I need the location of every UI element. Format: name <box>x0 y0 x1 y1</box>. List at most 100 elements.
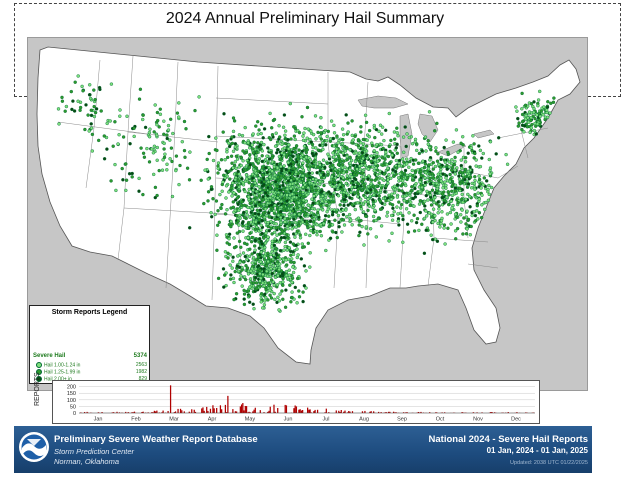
histogram-tick-label: 50 <box>70 404 76 410</box>
histogram-bar <box>235 411 238 413</box>
large-hail-marker-icon <box>36 376 42 382</box>
histogram-bar <box>339 411 341 413</box>
histogram-bar <box>240 404 243 413</box>
histogram-bar <box>380 412 382 413</box>
histogram-bar <box>243 410 245 413</box>
histogram-month-label: Aug <box>359 417 369 423</box>
histogram-bar <box>370 411 372 413</box>
histogram-bar <box>239 406 241 413</box>
histogram-bar <box>254 407 256 413</box>
histogram-month-label: Feb <box>131 417 140 423</box>
lake-ontario <box>473 129 495 139</box>
histogram-bar <box>156 410 158 413</box>
histogram-bar <box>125 411 127 413</box>
lake-superior <box>357 95 409 109</box>
histogram-bar <box>284 404 286 413</box>
histogram-month-label: Jul <box>322 417 329 423</box>
histogram-bar <box>378 411 380 413</box>
histogram-bar <box>259 410 261 413</box>
histogram-bar <box>86 411 88 413</box>
histogram-bar <box>252 411 254 413</box>
histogram-bar <box>324 412 326 413</box>
legend-row-label: Hail 1.25-1.99 in <box>44 369 81 376</box>
page-title: 2024 Annual Preliminary Hail Summary <box>165 10 445 27</box>
histogram-bar <box>193 409 195 413</box>
histogram-bar <box>162 410 164 413</box>
histogram-bar <box>267 411 269 413</box>
histogram-month-label: Dec <box>511 417 521 423</box>
histogram-bar <box>216 407 218 413</box>
histogram-bar <box>435 412 437 413</box>
histogram-bar <box>346 412 349 413</box>
histogram-bar <box>244 405 246 413</box>
histogram-ylabel: REPORTS <box>34 372 41 406</box>
histogram-bar <box>183 411 185 413</box>
histogram-bar <box>142 411 144 413</box>
histogram-bar <box>302 409 304 413</box>
histogram-tick-label: 150 <box>67 391 76 397</box>
histogram-month-label: Oct <box>436 417 445 423</box>
histogram-bar <box>232 409 234 413</box>
histogram-bar <box>293 408 295 413</box>
histogram-tick-label: 0 <box>73 411 76 417</box>
storm-reports-legend: Storm Reports Legend Severe Hail 5374 Ha… <box>29 305 150 384</box>
histogram-month-label: Jun <box>284 417 293 423</box>
histogram-bar <box>219 405 222 413</box>
histogram-bar <box>313 411 315 413</box>
histogram-bar <box>316 409 319 413</box>
histogram-bar <box>295 406 298 413</box>
histogram-bar <box>277 408 279 413</box>
histogram-bar <box>525 412 527 413</box>
legend-row-2: Hail 1.25-1.99 in 1982 <box>36 369 147 375</box>
medium-hail-marker-icon <box>36 369 42 375</box>
center-name: Storm Prediction Center <box>54 447 135 456</box>
histogram-bar <box>202 407 204 413</box>
histogram-bar <box>395 412 397 413</box>
lake-huron <box>417 113 439 143</box>
histogram-bar <box>369 411 371 413</box>
histogram-tick-label: 100 <box>67 398 76 404</box>
histogram-bar <box>212 405 214 413</box>
histogram-bar <box>127 412 129 413</box>
histogram-bar <box>405 412 407 413</box>
legend-total-value: 5374 <box>133 353 147 359</box>
histogram-month-labels: Jan Feb Mar Apr May Jun Jul Aug Sep Oct Nov Dec <box>94 417 522 423</box>
us-map-svg <box>36 46 581 365</box>
histogram-bar <box>263 412 265 413</box>
histogram-bar <box>361 411 364 413</box>
histogram-bar <box>167 410 169 413</box>
histogram-bar <box>181 410 183 413</box>
histogram-bar <box>294 405 296 413</box>
histogram-month-label: May <box>245 417 256 423</box>
histogram-bar <box>299 409 301 413</box>
histogram-bar <box>351 411 354 413</box>
histogram-bar <box>221 409 223 413</box>
histogram-bar <box>224 404 227 413</box>
histogram-bar <box>307 407 309 413</box>
histogram-bar <box>472 412 474 413</box>
histogram-bar <box>248 411 250 413</box>
histogram-bar <box>526 412 528 413</box>
histogram-bar <box>384 412 386 413</box>
histogram-bar <box>387 411 390 413</box>
histogram-bar <box>177 408 179 413</box>
legend-title: Storm Reports Legend <box>51 309 128 316</box>
histogram-bar <box>507 412 509 413</box>
histogram-bar <box>153 410 155 413</box>
report-title: National 2024 - Severe Hail Reports <box>428 434 588 445</box>
histogram-bar <box>116 411 118 413</box>
histogram-bar <box>227 395 229 413</box>
histogram-bar <box>491 412 493 413</box>
histogram-bar <box>151 412 153 413</box>
histogram-tick-label: 200 <box>67 385 76 391</box>
histogram-bar <box>441 412 443 413</box>
legend-total: Severe Hail 5374 <box>33 353 147 359</box>
histogram-bar <box>406 412 408 413</box>
histogram-bar <box>308 409 310 413</box>
histogram-bar <box>83 412 86 413</box>
histogram-bar <box>118 412 121 413</box>
histogram-bar <box>133 411 136 413</box>
histogram-month-label: Nov <box>473 417 483 423</box>
histogram-bar <box>285 405 288 413</box>
